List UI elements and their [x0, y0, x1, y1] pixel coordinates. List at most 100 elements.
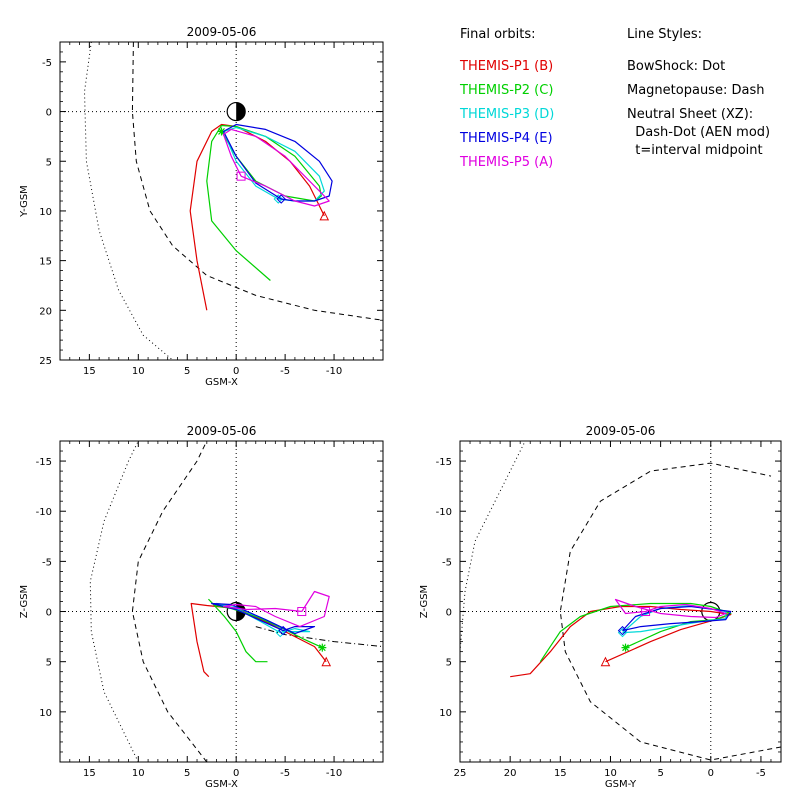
panel-title: 2009-05-06	[586, 424, 656, 438]
y-tick-label: -5	[442, 557, 452, 568]
orbit-themis-p5-a-	[614, 598, 727, 619]
plot-area	[60, 441, 383, 762]
legend-item-p1: THEMIS-P1 (B)	[459, 59, 553, 74]
earth-night-side	[236, 102, 246, 121]
y-axis-label: Y-GSM	[19, 185, 30, 218]
y-tick-label: -5	[42, 557, 52, 568]
plot-area	[460, 441, 781, 762]
line-style-neutral-sheet: Neutral Sheet (XZ):	[627, 107, 753, 122]
y-tick-label: -5	[42, 58, 52, 69]
legend-item-p5: THEMIS-P5 (A)	[459, 155, 553, 170]
x-tick-label: -10	[326, 366, 342, 377]
legend-item-p2: THEMIS-P2 (C)	[459, 83, 553, 98]
x-tick-label: 10	[604, 768, 617, 779]
x-tick-label: 0	[233, 366, 239, 377]
orbit-themis-p3-d-	[622, 604, 727, 634]
plot-frame	[459, 440, 782, 763]
y-tick-label: 15	[39, 257, 52, 268]
bowshock-line	[89, 441, 139, 762]
marker-asterisk	[621, 643, 630, 652]
marker-diamond	[278, 625, 288, 636]
marker-square	[641, 607, 651, 617]
x-tick-label: 10	[132, 366, 145, 377]
legend-heading: Final orbits:	[460, 27, 536, 42]
y-tick-label: -15	[36, 457, 52, 468]
x-tick-label: -5	[280, 768, 290, 779]
plot-area	[60, 42, 383, 360]
y-tick-label: 20	[39, 306, 52, 317]
x-tick-label: 0	[708, 768, 714, 779]
marker-diamond	[276, 194, 286, 204]
x-tick-label: 5	[184, 366, 190, 377]
marker-diamond	[617, 625, 628, 636]
x-tick-label: -5	[756, 768, 766, 779]
y-tick-label: 0	[446, 608, 452, 619]
y-tick-label: 5	[46, 157, 52, 168]
orbit-themis-p5-a-	[222, 128, 330, 207]
x-tick-label: -5	[280, 366, 290, 377]
x-axis-label: GSM-X	[205, 779, 238, 790]
marker-triangle	[321, 656, 332, 667]
line-style-magnetopause: Magnetopause: Dash	[627, 83, 764, 98]
line-style-bowshock: BowShock: Dot	[627, 59, 725, 74]
y-tick-label: 10	[39, 207, 52, 218]
x-axis-label: GSM-X	[205, 377, 238, 388]
x-tick-label: 15	[554, 768, 567, 779]
y-tick-label: 10	[439, 708, 452, 719]
line-style-midpoint: t=interval midpoint	[627, 143, 763, 158]
orbit-themis-p4-e-	[222, 123, 333, 202]
orbit-themis-p4-e-	[622, 605, 732, 632]
x-axis-label: GSM-Y	[605, 779, 637, 790]
orbit-themis-p5-a-	[222, 590, 330, 628]
y-tick-label: -15	[436, 457, 452, 468]
plot-frame	[59, 440, 384, 763]
y-tick-label: 5	[46, 658, 52, 669]
x-tick-label: 5	[184, 768, 190, 779]
x-tick-label: 15	[83, 366, 96, 377]
y-tick-label: 0	[46, 608, 52, 619]
y-axis-label: Z-GSM	[419, 585, 430, 618]
legend: Final orbits: THEMIS-P1 (B) THEMIS-P2 (C…	[459, 27, 554, 170]
x-tick-label: 25	[454, 768, 467, 779]
marker-asterisk	[318, 643, 327, 652]
marker-square	[236, 171, 246, 181]
y-tick-label: 5	[446, 658, 452, 669]
neutral-sheet-line	[255, 626, 383, 648]
magnetopause-line	[131, 42, 383, 321]
marker-square	[297, 607, 307, 617]
marker-diamond	[275, 627, 285, 638]
plot-frame	[59, 41, 384, 361]
x-tick-label: 15	[83, 768, 96, 779]
x-tick-label: 20	[504, 768, 517, 779]
y-tick-label: 25	[39, 356, 52, 367]
marker-asterisk	[217, 127, 226, 136]
line-styles-heading: Line Styles:	[627, 27, 702, 42]
magnetopause-line	[131, 441, 208, 762]
y-tick-label: 10	[39, 708, 52, 719]
orbit-themis-p2-c-	[539, 602, 732, 663]
panel-xy: 2009-05-06 GSM-X Y-GSM 15 10 5 0 -5 -10 -5 0 5 10 15 2…	[19, 25, 384, 388]
orbit-themis-p1-b-	[189, 123, 325, 311]
y-axis-label: Z-GSM	[19, 585, 30, 618]
line-style-aen: Dash-Dot (AEN mod)	[627, 125, 770, 140]
y-tick-label: 0	[46, 108, 52, 119]
line-styles-legend: Line Styles: BowShock: Dot Magnetopause:…	[627, 27, 770, 158]
magnetopause-line	[559, 462, 781, 761]
panel-xz: 2009-05-06 GSM-X Z-GSM 15 10 5 0 -5 -10 10 5 0 -5 -10…	[19, 424, 384, 790]
panel-yz: 2009-05-06 GSM-Y Z-GSM 25 20 15 10 5 0 -5 10 5 0 -5 -1…	[419, 424, 782, 790]
orbit-themis-p4-e-	[211, 602, 316, 635]
marker-triangle	[319, 210, 330, 221]
y-tick-label: -10	[36, 507, 52, 518]
bowshock-line	[460, 441, 526, 652]
panel-title: 2009-05-06	[187, 25, 257, 39]
legend-item-p3: THEMIS-P3 (D)	[459, 107, 554, 122]
marker-diamond	[273, 194, 283, 204]
panel-title: 2009-05-06	[187, 424, 257, 438]
y-tick-label: -10	[436, 507, 452, 518]
x-tick-label: 10	[132, 768, 145, 779]
x-tick-label: 0	[233, 768, 239, 779]
marker-triangle	[600, 656, 611, 667]
x-tick-label: -10	[326, 768, 342, 779]
x-tick-label: 5	[657, 768, 663, 779]
